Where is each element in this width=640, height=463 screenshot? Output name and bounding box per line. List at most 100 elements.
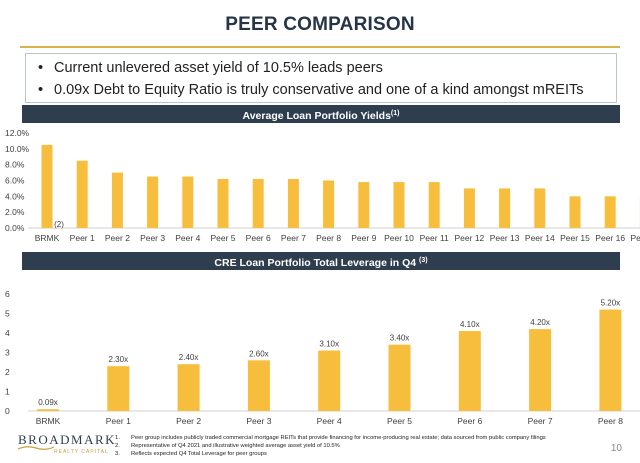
leverage-data-label: 5.20x: [601, 299, 621, 308]
leverage-x-tick: Peer 3: [246, 416, 271, 426]
yield-bar-peer-10: [393, 182, 405, 228]
leverage-bar-brmk: [37, 409, 59, 411]
yield-y-tick: 6.0%: [5, 176, 25, 186]
title-rule: [20, 46, 620, 48]
yield-x-tick: Peer 4: [175, 233, 200, 243]
chart1-title-band: Average Loan Portfolio Yields(1): [22, 105, 620, 123]
yield-x-tick: Peer 8: [316, 233, 341, 243]
footnote: 3. Reflects expected Q4 Total Leverage fo…: [115, 451, 267, 457]
yield-x-tick: Peer 7: [281, 233, 306, 243]
leverage-x-tick: Peer 4: [317, 416, 342, 426]
leverage-y-tick: 0: [5, 406, 10, 416]
yield-y-tick: 4.0%: [5, 191, 25, 201]
company-logo: BROADMARK: [18, 432, 117, 447]
leverage-y-tick: 4: [5, 328, 10, 338]
yield-x-tick: Peer 6: [246, 233, 271, 243]
yield-bar-peer-6: [252, 178, 264, 228]
yield-bar-peer-12: [463, 188, 475, 228]
chart1-title: Average Loan Portfolio Yields: [242, 110, 391, 122]
footnote: 1. Peer group includes publicly traded co…: [115, 435, 546, 441]
yield-bar-peer-2: [111, 172, 123, 228]
yield-x-tick: Peer 15: [560, 233, 590, 243]
footnote: 2. Representative of Q4 2021 and illustra…: [115, 443, 340, 449]
yield-x-tick: Peer 3: [140, 233, 165, 243]
bullet-text: 0.09x Debt to Equity Ratio is truly cons…: [54, 82, 584, 98]
leverage-x-tick: BRMK: [36, 416, 61, 426]
yield-x-tick: Peer 9: [351, 233, 376, 243]
yield-y-tick: 8.0%: [5, 160, 25, 170]
yield-bar-peer-4: [182, 176, 194, 228]
yield-y-tick: 10.0%: [5, 144, 30, 154]
leverage-data-label: 0.09x: [38, 398, 58, 407]
yield-x-tick: Peer 17: [631, 233, 640, 243]
page-number: 10: [610, 443, 622, 454]
bullet-item: • Current unlevered asset yield of 10.5% …: [38, 60, 383, 76]
leverage-bar-peer-5: [388, 344, 411, 411]
yield-y-tick: 0.0%: [5, 223, 25, 233]
yield-bar-peer-13: [499, 188, 511, 228]
leverage-data-label: 2.60x: [249, 349, 269, 358]
chart2-title: CRE Loan Portfolio Total Leverage in Q4: [214, 257, 417, 269]
yield-x-tick: Peer 2: [105, 233, 130, 243]
leverage-y-tick: 6: [5, 289, 10, 299]
yield-x-tick: BRMK: [35, 233, 60, 243]
leverage-x-tick: Peer 5: [387, 416, 412, 426]
leverage-x-tick: Peer 8: [598, 416, 623, 426]
yield-bar-peer-9: [358, 182, 370, 228]
leverage-y-tick: 3: [5, 348, 10, 358]
yield-bar-peer-8: [323, 180, 335, 228]
leverage-data-label: 2.40x: [179, 353, 199, 362]
yield-bar-note: (2): [54, 220, 64, 229]
yield-bar-peer-1: [76, 160, 88, 228]
bullet-text: Current unlevered asset yield of 10.5% l…: [54, 60, 383, 76]
leverage-data-label: 3.10x: [319, 340, 339, 349]
yield-x-tick: Peer 1: [70, 233, 95, 243]
leverage-y-tick: 5: [5, 309, 10, 319]
leverage-bar-peer-8: [599, 309, 622, 411]
page-title: PEER COMPARISON: [225, 14, 415, 35]
leverage-bar-peer-4: [318, 350, 341, 411]
leverage-bar-peer-6: [458, 331, 481, 411]
yield-bar-peer-16: [604, 196, 616, 228]
yield-bar-peer-11: [428, 182, 440, 228]
yield-x-tick: Peer 5: [210, 233, 235, 243]
yield-bar-peer-15: [569, 196, 581, 228]
bullet-dot-icon: •: [38, 82, 44, 98]
leverage-y-tick: 2: [5, 367, 10, 377]
yield-y-tick: 12.0%: [5, 128, 30, 138]
leverage-bar-peer-3: [247, 360, 270, 411]
yield-bar-peer-5: [217, 178, 229, 228]
yield-x-tick: Peer 11: [420, 233, 449, 243]
yield-x-tick: Peer 13: [490, 233, 520, 243]
yield-bar-peer-7: [287, 178, 299, 228]
bullet-dot-icon: •: [38, 60, 44, 76]
yield-x-tick: Peer 14: [525, 233, 555, 243]
leverage-x-tick: Peer 6: [457, 416, 482, 426]
leverage-data-label: 2.30x: [109, 355, 129, 364]
yield-y-tick: 2.0%: [5, 207, 25, 217]
chart2-title-note: (3): [419, 257, 428, 264]
leverage-x-tick: Peer 7: [528, 416, 553, 426]
leverage-bar-peer-7: [529, 329, 552, 411]
yield-bar-peer-3: [147, 176, 159, 228]
leverage-x-tick: Peer 2: [176, 416, 201, 426]
logo-wave-icon: [18, 446, 54, 450]
leverage-bar-peer-1: [107, 366, 130, 411]
yield-bar-brmk: [41, 144, 53, 228]
footnotes: 1. Peer group includes publicly traded co…: [115, 434, 546, 458]
yield-x-tick: Peer 12: [455, 233, 485, 243]
leverage-bar-peer-2: [177, 364, 200, 411]
leverage-x-tick: Peer 1: [106, 416, 131, 426]
leverage-data-label: 4.20x: [530, 318, 550, 327]
chart1-title-note: (1): [390, 110, 400, 117]
leverage-y-tick: 1: [5, 387, 10, 397]
yield-x-tick: Peer 10: [384, 233, 414, 243]
yield-x-tick: Peer 16: [595, 233, 625, 243]
chart2-title-band: CRE Loan Portfolio Total Leverage in Q4 …: [22, 252, 620, 270]
bullet-item: • 0.09x Debt to Equity Ratio is truly con…: [38, 82, 584, 98]
leverage-data-label: 3.40x: [390, 334, 410, 343]
leverage-data-label: 4.10x: [460, 320, 480, 329]
company-logo-subtitle: REALTY CAPITAL: [54, 449, 109, 455]
